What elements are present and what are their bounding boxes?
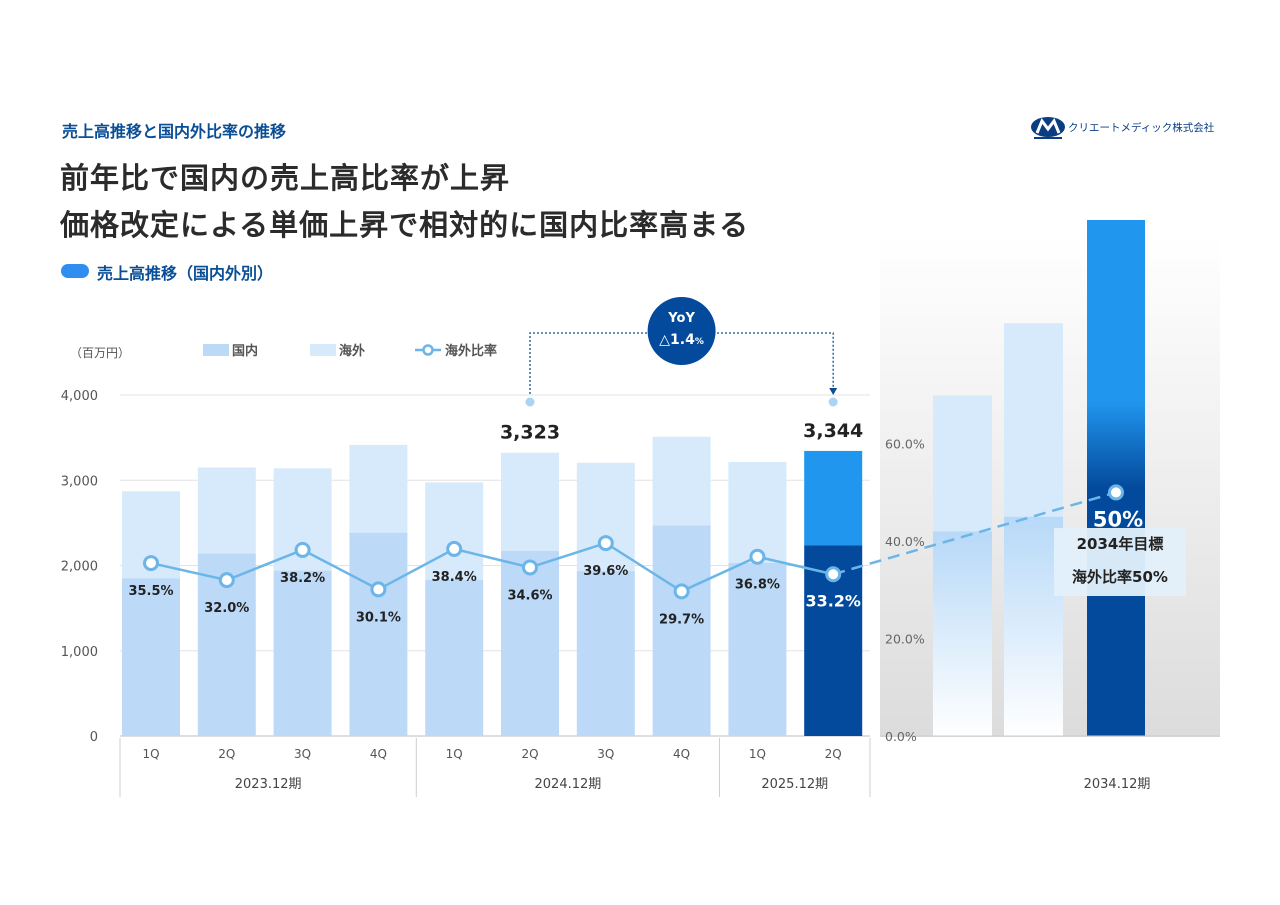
yoy-value: △1.4% [659,332,704,348]
yoy-arrow-icon [829,388,838,395]
bar-overseas [652,436,711,526]
target-note-line1: 2034年目標 [1077,535,1164,553]
ratio-label: 39.6% [583,564,628,579]
ratio-point [370,581,387,598]
ratio-label: 32.0% [204,601,249,616]
ratio-line [150,541,834,593]
x-tick-label: 3Q [597,747,614,761]
ratio-tick-label: 40.0% [885,534,925,549]
x-tick-label: 3Q [294,747,311,761]
bar-domestic [576,571,635,736]
legend-overseas-swatch [310,344,336,356]
headline-line-2: 価格改定による単価上昇で相対的に国内比率高まる [60,208,750,242]
x-tick-label: 1Q [142,747,159,761]
section-marker [61,264,89,278]
ratio-label: 36.8% [735,578,780,593]
ratio-label: 35.5% [128,584,173,599]
x-tick-label: 4Q [370,747,387,761]
target-note-line2: 海外比率50% [1072,568,1168,586]
yoy-anchor-dot [525,397,535,407]
ratio-point [522,559,538,576]
y-tick-label: 0 [90,730,98,745]
ratio-tick-label: 20.0% [885,632,925,647]
period-label: 2024.12期 [535,777,602,792]
legend-domestic-label: 国内 [232,343,258,359]
bar-domestic [349,532,408,736]
x-tick-label: 1Q [749,747,766,761]
target-ratio-label: 50% [1093,507,1143,531]
page-subtitle: 売上高推移と国内外比率の推移 [62,122,287,141]
section-label: 売上高推移（国内外別） [97,264,274,283]
y-tick-label: 1,000 [61,645,98,660]
legend-overseas-label: 海外 [339,343,365,359]
target-bar-2034 [1087,220,1145,736]
x-tick-label: 4Q [673,747,690,761]
period-label: 2025.12期 [761,777,828,792]
legend-ratio-label: 海外比率 [445,343,497,359]
ratio-point [673,583,690,600]
period-label: 2023.12期 [235,777,302,792]
target-bar-domestic [933,531,992,736]
ratio-point [143,555,159,572]
ratio-label: 30.1% [356,610,401,625]
x-tick-label: 1Q [446,747,463,761]
ratio-point [825,566,842,583]
bar-overseas [804,450,863,546]
legend-ratio-marker [422,344,434,356]
bar-domestic [501,551,559,736]
company-name: クリエートメディック株式会社 [1068,122,1215,134]
company-logo-mark-icon [1031,117,1065,139]
yoy-title: YoY [667,311,695,326]
bar-overseas [349,444,408,533]
ratio-target-dashed-line [832,491,1117,576]
ratio-point [294,541,311,558]
yoy-anchor-dot [828,397,838,407]
bar-domestic [273,570,332,736]
y-tick-label: 2,000 [61,560,98,575]
ratio-point [218,572,235,589]
target-ratio-point [1108,484,1124,501]
headline-line-1: 前年比で国内の売上高比率が上昇 [60,161,511,195]
ratio-point [446,540,463,557]
ratio-point [597,535,614,552]
yoy-badge [647,297,716,365]
y-tick-label: 4,000 [61,389,98,404]
y-tick-label: 3,000 [61,474,98,489]
bar-overseas [501,452,559,552]
legend-domestic-swatch [203,344,229,356]
x-tick-label: 2Q [218,747,235,761]
target-period-label: 2034.12期 [1084,777,1151,792]
bar-domestic [652,525,711,736]
total-label: 3,323 [500,422,560,444]
bar-domestic [728,562,787,736]
ratio-point [749,548,766,565]
ratio-label: 29.7% [659,612,704,627]
bar-overseas [576,462,635,572]
ratio-tick-label: 0.0% [885,729,917,744]
ratio-label: 33.2% [805,591,861,610]
bar-domestic [122,578,180,736]
ratio-label: 38.4% [432,570,477,585]
ratio-tick-label: 60.0% [885,437,925,452]
x-tick-label: 2Q [825,747,842,761]
unit-label: （百万円） [70,346,130,360]
bar-overseas [728,461,787,563]
ratio-label: 34.6% [507,588,552,603]
target-note-box [1054,528,1186,596]
target-bar-domestic [1004,516,1063,736]
bar-overseas [425,482,484,580]
bar-domestic [425,579,484,736]
ratio-label: 38.2% [280,571,325,586]
total-label: 3,344 [803,420,863,442]
x-tick-label: 2Q [521,747,538,761]
bar-overseas [197,467,256,554]
company-logo: クリエートメディック株式会社 [1030,116,1225,142]
